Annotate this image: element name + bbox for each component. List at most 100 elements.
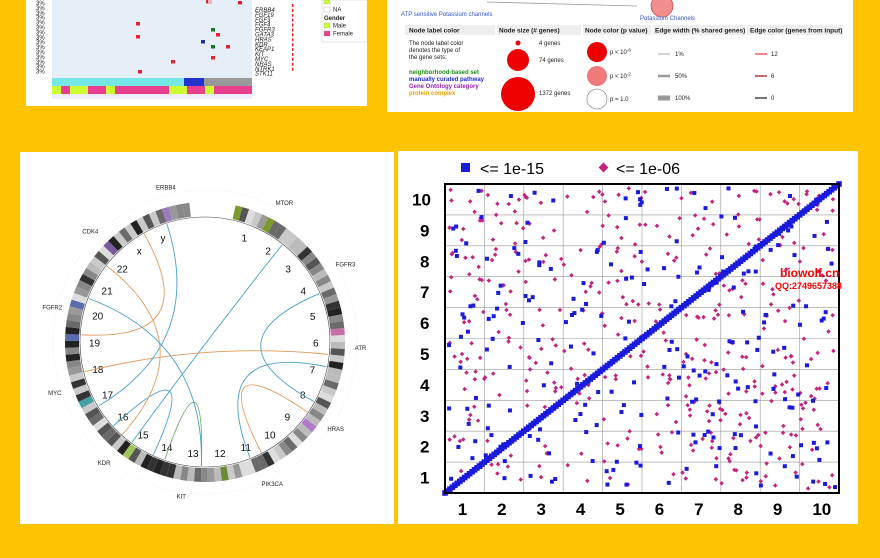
- point-1e15: [746, 269, 751, 274]
- point-1e06: [457, 438, 463, 444]
- point-1e15: [580, 307, 585, 312]
- track-ethnicity: [52, 78, 252, 86]
- size-node-small: [515, 40, 521, 46]
- chromosome-band: [308, 262, 325, 277]
- point-1e15: [523, 293, 528, 298]
- point-1e06: [493, 212, 499, 218]
- mutation-cell: [211, 45, 215, 49]
- chromosome-band: [82, 267, 99, 281]
- point-1e06: [744, 410, 749, 416]
- chromosome-label: y: [160, 234, 165, 245]
- point-1e15: [508, 194, 513, 199]
- point-1e15: [717, 446, 722, 451]
- point-1e15: [525, 220, 530, 225]
- fusion-link: [81, 233, 165, 336]
- point-1e15: [605, 482, 610, 487]
- plot-frame: [444, 183, 840, 494]
- point-1e15: [697, 265, 702, 270]
- chromosome-band: [297, 423, 313, 438]
- point-1e15: [796, 392, 801, 397]
- network-edge: [486, 1, 638, 7]
- chromosome-band: [117, 440, 131, 456]
- chromosome-band: [244, 459, 256, 475]
- chromosome-band: [321, 287, 337, 299]
- percent-label: 3%: [36, 40, 45, 46]
- point-1e15: [694, 397, 699, 402]
- point-1e15: [789, 224, 794, 229]
- side-mark: [292, 53, 294, 56]
- inner-circle: [79, 216, 331, 468]
- chromosome-band: [101, 427, 117, 442]
- point-1e06: [811, 407, 817, 413]
- y-tick-label: 2: [420, 438, 429, 457]
- point-1e15: [635, 190, 640, 195]
- side-marks: [292, 4, 294, 71]
- y-tick-label: 8: [420, 252, 429, 271]
- chromosome-band: [153, 459, 165, 475]
- point-1e15: [799, 443, 804, 448]
- header-node-color: Node color (p value): [585, 28, 647, 35]
- point-1e15: [502, 459, 507, 464]
- point-1e15: [523, 239, 528, 244]
- chromosome-band: [159, 461, 171, 477]
- track-male-cell: [178, 86, 187, 94]
- track-male-cell: [70, 86, 79, 94]
- point-1e06: [777, 456, 782, 461]
- y-axis-ticks: 1 2 3 4 5 6 7 8 9 10: [412, 190, 431, 487]
- size-label-small: 4 genes: [539, 41, 560, 47]
- edge-width-label-2: 50%: [675, 74, 688, 80]
- point-1e06: [726, 312, 732, 318]
- chromosome-band: [90, 256, 106, 270]
- point-1e15: [745, 385, 750, 390]
- point-1e15: [697, 373, 702, 378]
- point-1e15: [819, 318, 824, 323]
- edge-width-label-1: 1%: [675, 52, 684, 58]
- point-1e06: [732, 467, 737, 473]
- point-1e06: [748, 438, 753, 444]
- point-1e06: [597, 244, 602, 250]
- point-1e06: [752, 379, 757, 384]
- legend-gender-title: Gender: [324, 16, 346, 22]
- point-1e06: [472, 376, 478, 382]
- chromosome-band: [92, 417, 108, 432]
- point-1e15: [639, 413, 644, 418]
- pval-node-none: [586, 88, 608, 110]
- chromosome-label: 10: [264, 430, 276, 441]
- gene-label: CDK4: [82, 229, 99, 235]
- point-1e15: [609, 389, 614, 394]
- point-1e15: [626, 319, 631, 324]
- chromosome-band: [283, 436, 298, 452]
- point-1e06: [744, 475, 749, 480]
- point-1e06: [654, 411, 660, 417]
- chromosome-band: [81, 401, 98, 415]
- chromosome-band: [305, 257, 321, 271]
- point-1e15: [821, 316, 826, 321]
- chromosome-band: [238, 207, 250, 223]
- point-1e06: [467, 271, 472, 277]
- point-1e06: [707, 246, 713, 251]
- point-1e15: [637, 444, 642, 449]
- point-1e06: [772, 483, 778, 488]
- chromosome-band: [325, 373, 341, 384]
- point-1e06: [740, 366, 746, 372]
- point-1e15: [623, 336, 628, 341]
- percent-label: 3%: [36, 16, 45, 22]
- dotplot-figure: <= 1e-15 <= 1e-06 1 2 3 4 5 6 7 8 9 10 1234567891…: [398, 151, 858, 524]
- network-legend-figure: ATP sensitive Potassium channels Potassi…: [387, 0, 853, 112]
- point-1e06: [803, 400, 808, 406]
- chromosome-band: [130, 219, 144, 236]
- point-1e06: [671, 472, 676, 477]
- chromosome-band: [186, 466, 196, 482]
- percent-label: 3%: [36, 11, 45, 17]
- point-1e15: [664, 186, 669, 191]
- point-1e15: [460, 312, 465, 317]
- chromosome-band: [65, 333, 80, 341]
- point-1e06: [448, 187, 453, 193]
- point-1e06: [800, 461, 805, 467]
- chromosome-band: [76, 280, 93, 292]
- point-1e06: [784, 379, 789, 385]
- gene-label: HRAS: [255, 37, 272, 43]
- chromosome-band: [301, 251, 317, 266]
- point-1e15: [714, 464, 719, 469]
